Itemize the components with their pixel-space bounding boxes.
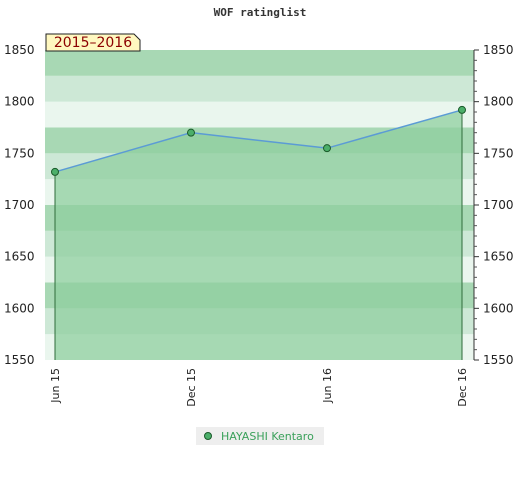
x-tick-label: Jun 15	[49, 368, 62, 404]
data-point	[51, 167, 59, 176]
legend-background	[196, 427, 324, 445]
y-tick-label-right: 1550	[483, 353, 514, 367]
background-band	[45, 50, 474, 76]
legend[interactable]: HAYASHI Kentaro	[196, 427, 324, 445]
series-area-fill	[55, 109, 462, 360]
y-tick-label-right: 1850	[483, 43, 514, 57]
data-point	[323, 144, 331, 153]
y-tick-label-left: 1700	[4, 198, 35, 212]
season-badge: 2015–2016	[45, 33, 141, 52]
series-line	[54, 109, 463, 173]
y-tick-label-left: 1600	[4, 301, 35, 315]
drop-lines	[54, 109, 463, 360]
y-tick-label-right: 1750	[483, 146, 514, 160]
season-badge-label: 2015–2016	[54, 35, 132, 51]
y-tick-label-left: 1650	[4, 250, 35, 264]
x-axis: Jun 15 Dec 15 Jun 16 Dec 16	[49, 368, 469, 407]
x-tick-label: Dec 16	[456, 368, 469, 407]
background-band	[45, 101, 474, 128]
y-tick-label-left: 1550	[4, 353, 35, 367]
series-area	[55, 109, 462, 360]
background-band	[45, 75, 474, 102]
legend-label: HAYASHI Kentaro	[221, 430, 314, 443]
x-tick-label: Jun 16	[321, 368, 334, 404]
season-badge-box	[45, 33, 141, 52]
y-tick-label-right: 1800	[483, 95, 514, 109]
y-tick-label-left: 1800	[4, 95, 35, 109]
y-tick-label-right: 1650	[483, 250, 514, 264]
data-point	[458, 105, 466, 114]
series-line-path	[54, 109, 463, 173]
legend-marker	[204, 432, 212, 440]
y-tick-label-left: 1850	[4, 43, 35, 57]
left-y-axis: 1550 1600 1650 1700 1750 1800 1850	[4, 43, 35, 367]
y-tick-label-right: 1600	[483, 301, 514, 315]
data-point	[187, 128, 195, 137]
chart-title: WOF ratinglist	[214, 6, 307, 19]
y-tick-label-right: 1700	[483, 198, 514, 212]
x-tick-label: Dec 15	[185, 368, 198, 407]
right-y-axis: 1550 1600 1650 1700 1750 1800 1850	[473, 43, 514, 367]
y-tick-label-left: 1750	[4, 146, 35, 160]
data-points	[51, 105, 466, 176]
